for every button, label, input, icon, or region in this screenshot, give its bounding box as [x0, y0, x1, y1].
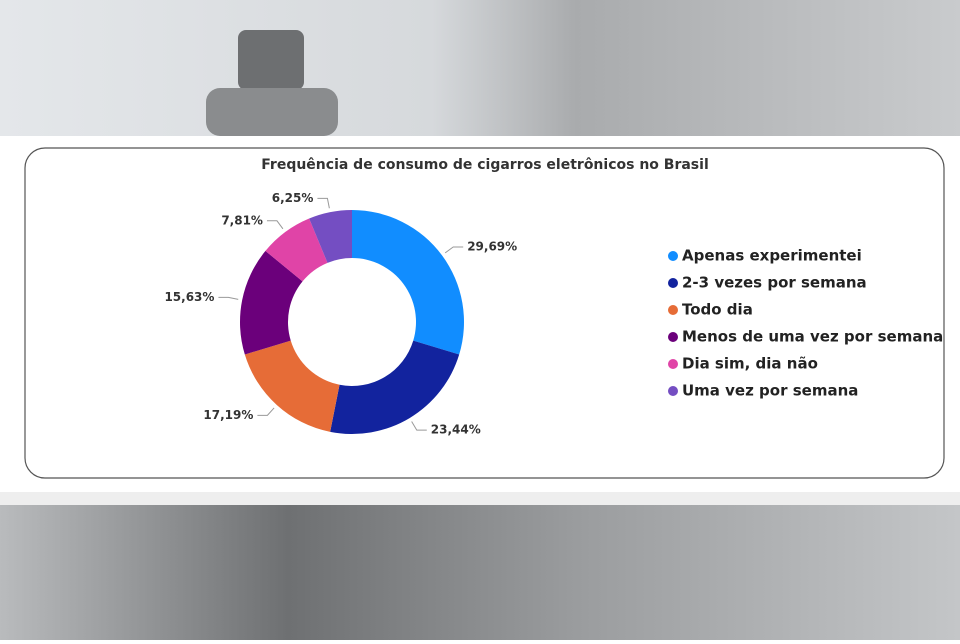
leader-line [317, 197, 330, 209]
legend-marker [668, 278, 678, 288]
donut-slice [244, 340, 340, 432]
legend-marker [668, 359, 678, 369]
donut-slice [240, 250, 303, 355]
donut-slice [352, 210, 465, 355]
legend-marker [668, 386, 678, 396]
leader-line [218, 296, 239, 300]
donut-slice [265, 218, 328, 282]
background-photo [0, 505, 960, 640]
background-photo [0, 0, 960, 136]
legend-label: 2-3 vezes por semana [682, 274, 867, 292]
chart-card [24, 147, 945, 479]
data-label: 7,81% [221, 213, 263, 227]
chart-title: Frequência de consumo de cigarros eletrô… [261, 157, 709, 173]
data-label: 23,44% [431, 423, 481, 437]
legend-label: Uma vez por semana [682, 382, 858, 400]
legend-marker [668, 251, 678, 261]
data-label: 29,69% [467, 239, 517, 253]
donut-slice [330, 340, 460, 435]
leader-line [266, 220, 284, 230]
panel-edge [0, 492, 960, 505]
legend-label: Apenas experimentei [682, 247, 862, 265]
bottle [206, 88, 338, 136]
leader-line [444, 246, 464, 254]
leader-line [257, 407, 275, 416]
bottle-cap [238, 30, 304, 90]
legend-marker [668, 305, 678, 315]
legend-label: Todo dia [682, 301, 753, 319]
legend-label: Menos de uma vez por semana [682, 328, 943, 346]
legend-marker [668, 332, 678, 342]
legend-label: Dia sim, dia não [682, 355, 818, 373]
data-label: 6,25% [272, 191, 314, 205]
leader-line [411, 421, 427, 431]
data-label: 15,63% [164, 290, 214, 304]
donut-slice [309, 210, 352, 263]
data-label: 17,19% [203, 408, 253, 422]
